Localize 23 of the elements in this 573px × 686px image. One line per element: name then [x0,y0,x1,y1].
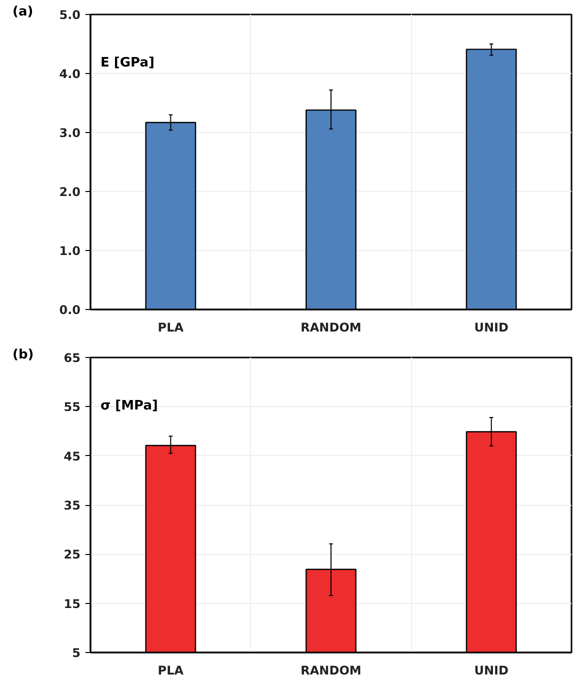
y-tick-label: 2.0 [59,185,81,199]
y-tick-label: 45 [64,449,81,464]
chart-title: (a) [12,4,34,20]
y-tick-label: 5.0 [59,8,81,22]
y-tick-label: 15 [64,596,81,611]
y-tick-label: 5 [72,646,81,660]
x-tick-label: PLA [158,320,184,334]
x-tick-label: UNID [474,320,508,334]
y-tick-label: 35 [64,498,81,512]
y-tick-label: 65 [64,351,81,365]
y-tick-label: 25 [64,548,81,562]
y-tick-label: 55 [64,400,81,414]
chart-title: (b) [12,348,34,362]
y-tick-label: 0.0 [59,303,81,317]
y-tick-label: 3.0 [59,126,81,140]
y-axis-title: σ [MPa] [100,398,158,414]
x-tick-label: RANDOM [300,664,362,678]
x-tick-label: RANDOM [300,320,362,334]
x-tick-label: PLA [158,664,184,678]
y-axis-title: E [GPa] [100,56,154,70]
y-tick-label: 4.0 [59,67,81,81]
x-tick-label: UNID [474,664,508,678]
y-tick-label: 1.0 [59,244,81,258]
